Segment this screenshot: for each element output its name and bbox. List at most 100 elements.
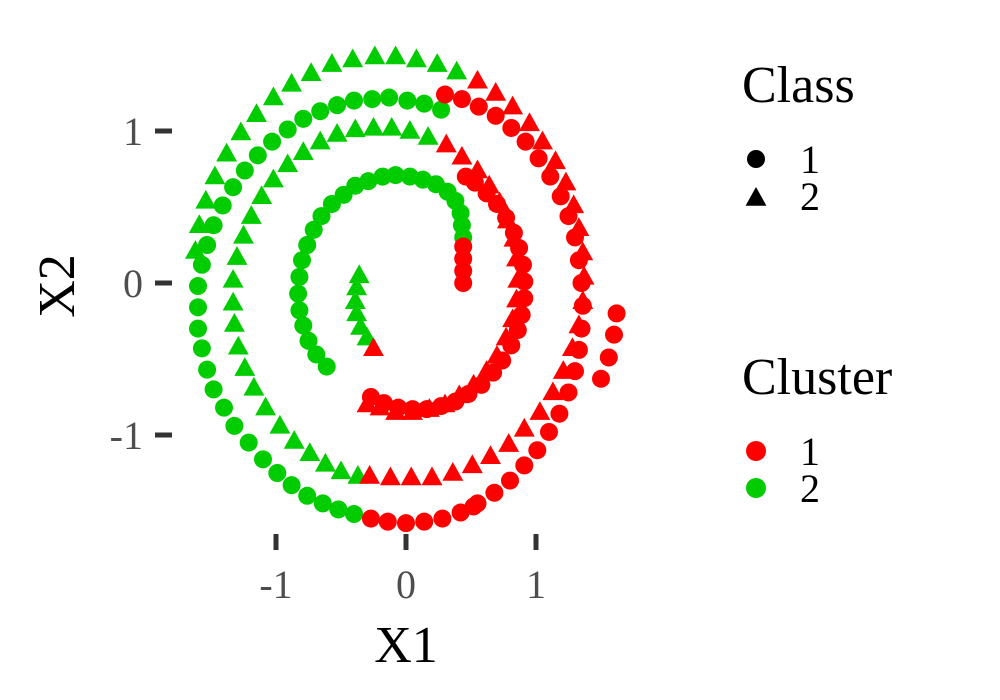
data-point-triangle <box>476 360 498 379</box>
legend-label-class: 1 <box>800 137 820 182</box>
x-axis: -1 0 1 <box>259 534 546 607</box>
legend-key-triangle <box>745 187 767 206</box>
data-point-triangle <box>519 112 540 132</box>
data-point-circle <box>397 514 415 533</box>
data-point-circle <box>433 509 452 528</box>
data-point-triangle <box>568 217 590 236</box>
data-point-triangle <box>262 168 284 188</box>
data-point-triangle <box>226 246 248 265</box>
data-point-circle <box>289 284 308 303</box>
data-point-circle <box>386 166 405 185</box>
data-point-triangle <box>529 401 551 420</box>
data-point-triangle <box>506 247 527 267</box>
data-point-triangle <box>204 165 226 185</box>
data-point-circle <box>541 167 560 186</box>
data-point-circle <box>198 360 217 379</box>
data-point-circle <box>415 512 434 531</box>
data-point-circle <box>345 505 363 524</box>
data-point-circle <box>328 96 347 115</box>
legend-title-class: Class <box>742 57 855 114</box>
data-point-triangle <box>486 344 508 364</box>
data-point-triangle <box>507 268 529 288</box>
data-point-triangle <box>344 290 366 309</box>
data-point-circle <box>192 255 211 274</box>
data-point-circle <box>198 236 217 254</box>
data-point-triangle <box>223 313 245 332</box>
legend-label-cluster: 1 <box>800 429 820 474</box>
data-points <box>184 45 626 533</box>
data-point-circle <box>529 149 548 168</box>
data-point-circle <box>361 509 380 528</box>
data-point-circle <box>469 97 488 116</box>
data-point-triangle <box>299 442 321 461</box>
x-tick-label: 0 <box>396 562 416 607</box>
legend-title-cluster: Cluster <box>742 349 892 406</box>
data-point-triangle <box>478 174 500 194</box>
data-point-triangle <box>292 141 314 160</box>
data-point-triangle <box>300 62 322 81</box>
data-point-circle <box>464 497 483 516</box>
data-point-triangle <box>240 205 262 224</box>
data-point-circle <box>204 216 223 235</box>
data-point-circle <box>293 251 311 270</box>
data-point-triangle <box>356 393 378 413</box>
data-point-triangle <box>463 373 485 393</box>
data-point-triangle <box>495 326 517 346</box>
data-point-triangle <box>426 53 448 72</box>
data-point-circle <box>224 178 243 197</box>
data-point-triangle <box>502 308 524 328</box>
data-point-triangle <box>399 120 421 139</box>
y-axis: -1 0 1 <box>110 109 172 458</box>
data-point-circle <box>248 146 267 165</box>
data-point-triangle <box>330 460 352 480</box>
data-point-triangle <box>262 86 284 106</box>
data-point-circle <box>599 348 618 367</box>
data-point-triangle <box>309 130 331 150</box>
data-point-triangle <box>467 159 488 179</box>
data-point-circle <box>516 132 535 151</box>
data-point-circle <box>298 236 317 254</box>
data-point-triangle <box>346 302 368 322</box>
data-point-triangle <box>434 393 456 413</box>
data-point-triangle <box>346 276 368 296</box>
x-axis-title: X1 <box>374 617 438 674</box>
data-point-circle <box>204 380 223 399</box>
data-point-triangle <box>405 48 427 68</box>
data-point-triangle <box>321 53 343 72</box>
data-point-circle <box>298 486 317 505</box>
data-point-triangle <box>418 398 440 417</box>
legend-key-cluster-swatch <box>746 441 766 461</box>
data-point-triangle <box>561 337 583 357</box>
data-point-triangle <box>243 376 265 396</box>
data-point-circle <box>373 167 392 186</box>
data-point-triangle <box>326 123 348 142</box>
data-point-triangle <box>230 121 252 141</box>
legend-key-circle <box>747 150 765 168</box>
data-point-triangle <box>552 360 574 379</box>
data-point-circle <box>213 196 232 215</box>
data-point-circle <box>189 319 207 338</box>
data-point-triangle <box>542 381 564 401</box>
data-point-circle <box>268 464 287 482</box>
data-point-circle <box>592 369 610 388</box>
data-point-circle <box>278 120 297 139</box>
data-point-triangle <box>379 466 401 486</box>
y-tick-label: 0 <box>123 261 143 306</box>
data-point-triangle <box>568 314 590 334</box>
data-point-triangle <box>195 189 217 209</box>
data-point-triangle <box>442 462 464 481</box>
data-point-triangle <box>314 452 336 472</box>
data-point-circle <box>329 500 348 519</box>
data-point-triangle <box>480 445 501 464</box>
data-point-circle <box>605 325 623 344</box>
data-point-triangle <box>502 95 524 115</box>
data-point-circle <box>312 207 331 226</box>
y-tick-label: -1 <box>110 413 143 458</box>
data-point-triangle <box>281 72 303 92</box>
data-point-triangle <box>342 48 364 68</box>
data-point-circle <box>215 398 233 417</box>
data-point-triangle <box>506 288 527 308</box>
data-point-triangle <box>350 316 371 335</box>
